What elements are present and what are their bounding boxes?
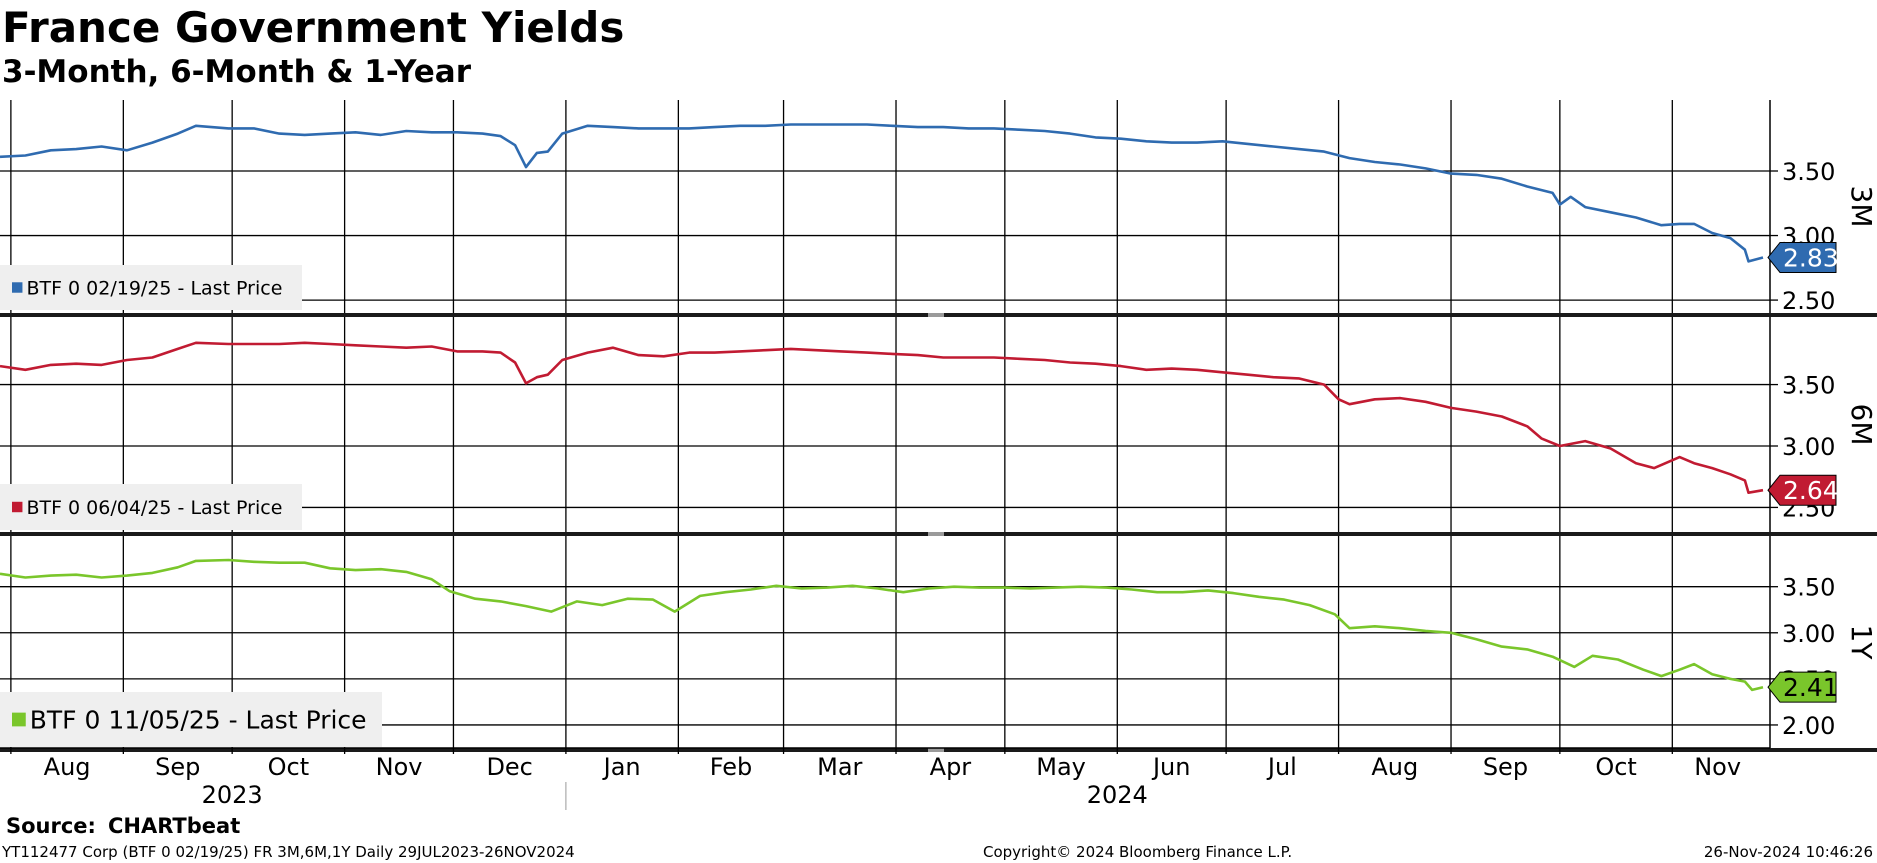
legend-label: BTF 0 11/05/25 - Last Price xyxy=(30,706,367,735)
chart-subtitle: 3-Month, 6-Month & 1-Year xyxy=(2,54,471,90)
last-value-label: 2.41 xyxy=(1783,673,1839,702)
timestamp-text: 26-Nov-2024 10:46:26 xyxy=(1703,843,1873,861)
x-tick-label: Mar xyxy=(817,753,862,781)
legend-box xyxy=(0,692,382,747)
y-tick-label: 3.00 xyxy=(1782,620,1835,648)
last-value-tag xyxy=(1767,671,1837,703)
y-tick-label: 2.50 xyxy=(1782,287,1835,315)
y-tick-label: 3.50 xyxy=(1782,158,1835,186)
panel-divider-handle xyxy=(928,532,944,536)
panel-label: 1Y xyxy=(1845,625,1877,661)
source-line: Source: CHARTbeat xyxy=(6,814,240,838)
chart-title: France Government Yields xyxy=(2,3,625,52)
legend-swatch xyxy=(12,712,26,727)
series-line-3m xyxy=(0,123,1764,263)
x-tick-label: Apr xyxy=(930,753,972,781)
x-tick-label: Oct xyxy=(268,753,310,781)
x-tick-label: Jun xyxy=(1151,753,1191,781)
x-tick-label: May xyxy=(1036,753,1086,781)
x-tick-label: Nov xyxy=(1694,753,1741,781)
y-tick-label: 3.50 xyxy=(1782,574,1835,602)
x-tick-label: Sep xyxy=(1483,753,1528,781)
x-year-label: 2023 xyxy=(202,781,263,809)
legend-swatch xyxy=(12,501,23,513)
x-tick-label: Dec xyxy=(486,753,532,781)
x-tick-label: Feb xyxy=(710,753,753,781)
x-tick-label: Nov xyxy=(376,753,423,781)
last-value-label: 2.83 xyxy=(1783,243,1839,272)
x-tick-label: Jul xyxy=(1266,753,1297,781)
x-year-label: 2024 xyxy=(1087,781,1148,809)
legend-label: BTF 0 02/19/25 - Last Price xyxy=(26,277,282,299)
panel-label: 6M xyxy=(1845,404,1877,446)
x-tick-label: Aug xyxy=(44,753,91,781)
y-tick-label: 3.00 xyxy=(1782,433,1835,461)
panel-divider-handle xyxy=(928,313,944,317)
last-value-tag xyxy=(1767,474,1837,506)
series-line-6m xyxy=(0,341,1764,495)
legend-box xyxy=(0,265,302,310)
last-value-tag xyxy=(1767,241,1837,273)
legend-swatch xyxy=(12,282,23,293)
source-label: Source: xyxy=(6,814,96,838)
x-tick-label: Jan xyxy=(602,753,641,781)
x-tick-label: Sep xyxy=(155,753,200,781)
legend-label: BTF 0 06/04/25 - Last Price xyxy=(26,497,282,519)
x-tick-label: Aug xyxy=(1371,753,1418,781)
legend-box xyxy=(0,484,302,530)
panel-divider-handle xyxy=(928,748,944,752)
series-line-1y xyxy=(0,558,1764,692)
y-tick-label: 3.50 xyxy=(1782,372,1835,400)
y-tick-label: 2.00 xyxy=(1782,712,1835,740)
ticker-line: YT112477 Corp (BTF 0 02/19/25) FR 3M,6M,… xyxy=(2,843,575,861)
panel-label: 3M xyxy=(1845,186,1877,228)
copyright-text: Copyright© 2024 Bloomberg Finance L.P. xyxy=(983,843,1293,861)
source-value: CHARTbeat xyxy=(107,814,241,838)
last-value-label: 2.64 xyxy=(1783,476,1839,505)
x-tick-label: Oct xyxy=(1595,753,1637,781)
